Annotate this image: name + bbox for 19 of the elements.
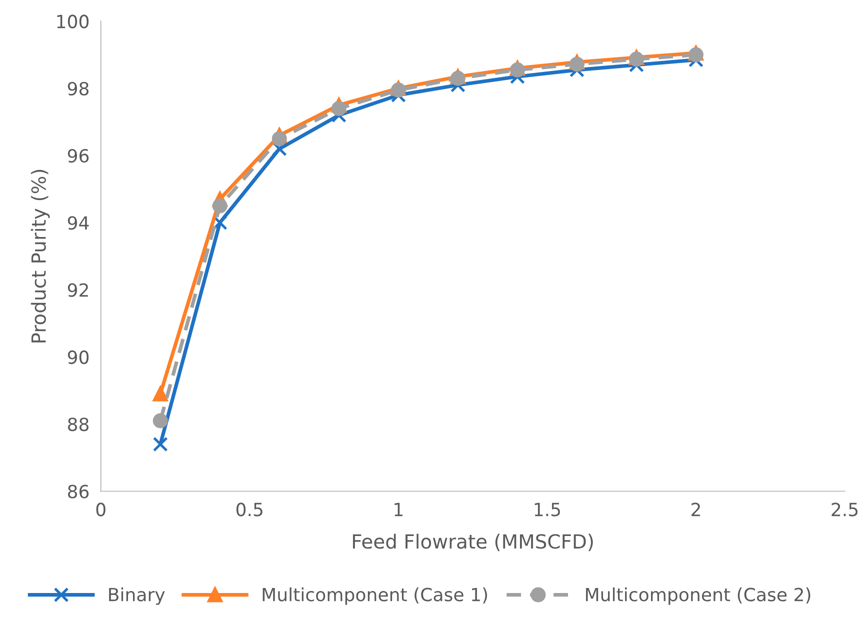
x-tick-label: 1.5 xyxy=(534,502,560,516)
y-tick-label: 92 xyxy=(68,283,88,297)
legend-label: Binary xyxy=(109,587,165,605)
y-tick-label: 98 xyxy=(68,82,89,96)
y-axis-title: Product Purity (%) xyxy=(30,170,50,342)
y-tick-label: 100 xyxy=(57,14,89,28)
x-tick-label: 2 xyxy=(692,502,700,516)
x-tick-label: 2.5 xyxy=(832,502,858,516)
x-tick-label: 0 xyxy=(96,502,106,516)
legend-label: Multicomponent (Case 1) xyxy=(262,587,488,605)
legend-label: Multicomponent (Case 2) xyxy=(586,587,810,605)
y-tick-label: 88 xyxy=(68,418,89,432)
x-axis-title: Feed Flowrate (MMSCFD) xyxy=(353,534,593,552)
x-tick-label: 0.5 xyxy=(236,502,262,516)
y-tick-label: 86 xyxy=(68,484,89,498)
y-tick-label: 94 xyxy=(68,216,89,230)
y-tick-label: 90 xyxy=(68,350,89,364)
y-tick-label: 96 xyxy=(68,148,89,163)
x-tick-label: 1 xyxy=(394,502,402,516)
